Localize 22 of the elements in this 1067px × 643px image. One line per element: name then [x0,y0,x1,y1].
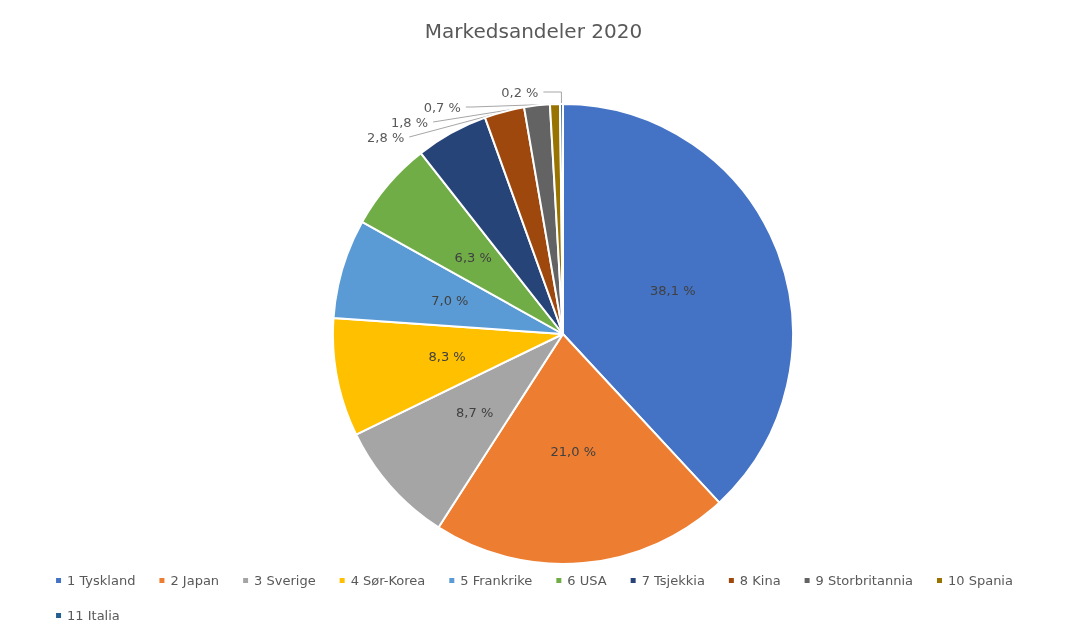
legend-label: 1 Tyskland [67,573,136,588]
legend-label: 8 Kina [739,573,781,588]
data-label: 21,0 % [550,444,597,460]
legend-label: 6 USA [567,573,607,588]
data-label: 6,3 % [454,249,492,265]
legend-label: 10 Spania [947,573,1013,588]
legend-label: 5 Frankrike [460,573,533,588]
legend-label: 3 Sverige [254,573,316,588]
data-label: 7,0 % [431,292,469,308]
legend-label: 4 Sør-Korea [350,573,426,588]
data-label: 0,2 % [501,84,539,100]
legend-label: 2 Japan [170,573,220,588]
data-label: 38,1 % [650,283,696,299]
data-label: 8,3 % [428,348,466,364]
data-label: 8,7 % [456,404,494,420]
data-label: 1,8 % [390,114,429,130]
chart-title: Markedsandeler 2020 [424,19,643,43]
legend-label: 11 Italia [67,608,120,623]
legend-label: 7 Tsjekkia [641,573,705,588]
legend-label: 9 Storbritannia [815,573,913,588]
data-label: 0,7 % [423,99,461,115]
data-label: 2,8 % [367,129,405,145]
